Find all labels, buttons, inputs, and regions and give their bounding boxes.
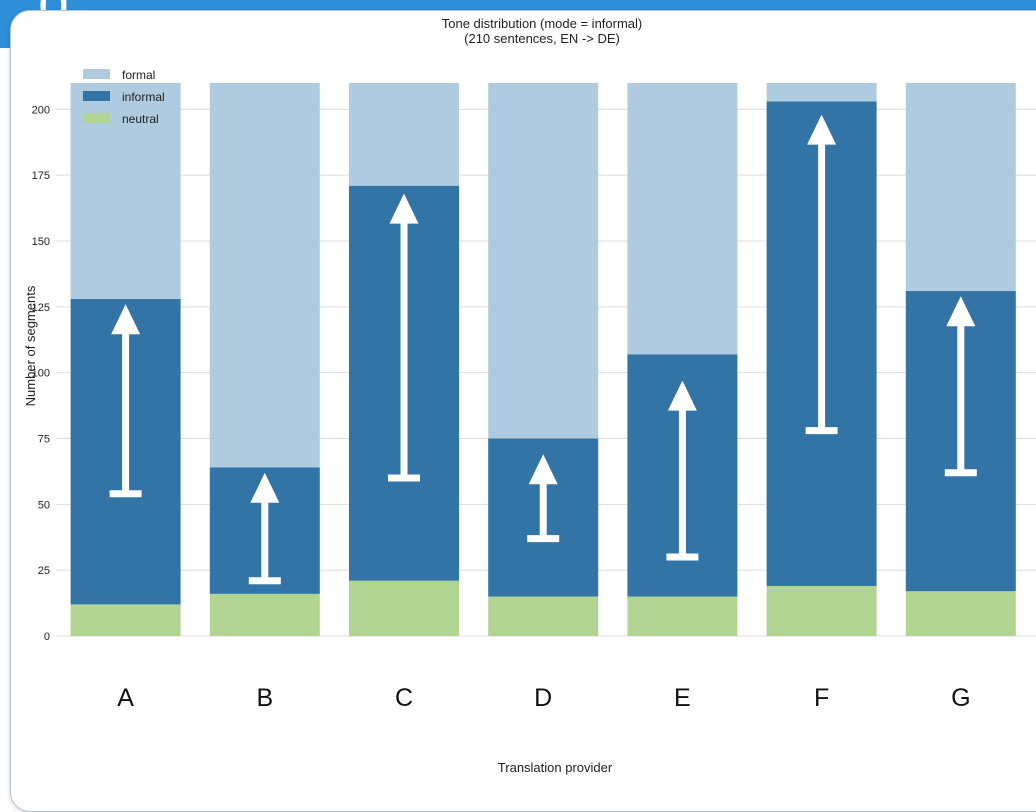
arrow-head xyxy=(528,454,558,485)
chart-card: 0 25 50 75 100 125 150 175 200 A B C D E F G Tone dist… xyxy=(10,10,1036,812)
x-tick-label: G xyxy=(951,684,970,712)
y-tick-label: 75 xyxy=(38,434,50,446)
bar-neutral-G xyxy=(905,591,1016,636)
y-tick-label: 50 xyxy=(38,499,50,511)
x-tick-label: A xyxy=(117,684,134,712)
arrow-head xyxy=(667,380,697,411)
arrow-C xyxy=(388,193,420,482)
arrow-E xyxy=(666,380,699,561)
x-tick-label: D xyxy=(534,684,552,712)
y-tick-label: 125 xyxy=(32,302,50,314)
arrow-head xyxy=(807,114,837,145)
arrow-head xyxy=(946,296,976,327)
arrow-head xyxy=(389,193,419,224)
arrow-B xyxy=(248,472,281,585)
bar-neutral-E xyxy=(627,596,738,636)
y-tick-label: 150 xyxy=(32,236,50,248)
legend-swatch-informal xyxy=(83,91,110,101)
y-tick-label: 175 xyxy=(32,170,50,182)
stacked-bar-chart: 0 25 50 75 100 125 150 175 200 A B C D E F G Tone dist… xyxy=(23,16,1036,775)
bars xyxy=(70,83,1016,636)
y-axis-label: Number of segments xyxy=(23,285,38,406)
x-axis-ticks: A B C D E F G xyxy=(117,684,970,712)
y-tick-label: 25 xyxy=(38,565,50,577)
arrow-head xyxy=(111,304,141,335)
chart-subtitle: (210 sentences, EN -> DE) xyxy=(464,31,620,46)
bar-formal-D xyxy=(488,83,599,439)
arrow-F xyxy=(805,114,838,435)
bar-neutral-D xyxy=(488,596,599,636)
x-tick-label: F xyxy=(814,684,829,712)
arrow-D xyxy=(527,454,560,543)
y-axis-ticks: 0 25 50 75 100 125 150 175 200 xyxy=(32,104,50,643)
x-axis-label: Translation provider xyxy=(498,760,613,775)
y-tick-label: 200 xyxy=(32,104,50,116)
legend-label-neutral: neutral xyxy=(122,112,159,126)
legend-swatch-formal xyxy=(83,69,110,79)
x-tick-label: B xyxy=(256,684,273,712)
bar-neutral-C xyxy=(349,580,459,636)
bar-formal-G xyxy=(905,83,1016,292)
x-tick-label: C xyxy=(395,684,413,712)
bar-neutral-B xyxy=(209,593,320,636)
bar-formal-E xyxy=(627,83,738,355)
legend-label-informal: informal xyxy=(122,90,165,104)
bar-formal-F xyxy=(766,83,877,102)
x-tick-label: E xyxy=(674,684,691,712)
y-tick-label: 100 xyxy=(32,368,50,380)
legend-label-formal: formal xyxy=(122,68,155,82)
y-tick-label: 0 xyxy=(44,631,50,643)
legend: formal informal neutral xyxy=(83,68,165,126)
bar-formal-B xyxy=(209,83,320,468)
arrow-head xyxy=(250,472,280,503)
bar-neutral-A xyxy=(70,604,181,636)
arrow-G xyxy=(944,296,977,477)
bar-formal-C xyxy=(349,83,459,186)
chart-title: Tone distribution (mode = informal) xyxy=(442,16,643,31)
legend-swatch-neutral xyxy=(83,113,110,123)
arrow-A xyxy=(109,304,142,498)
arrow-annotations xyxy=(109,114,977,585)
bar-neutral-F xyxy=(766,585,877,636)
